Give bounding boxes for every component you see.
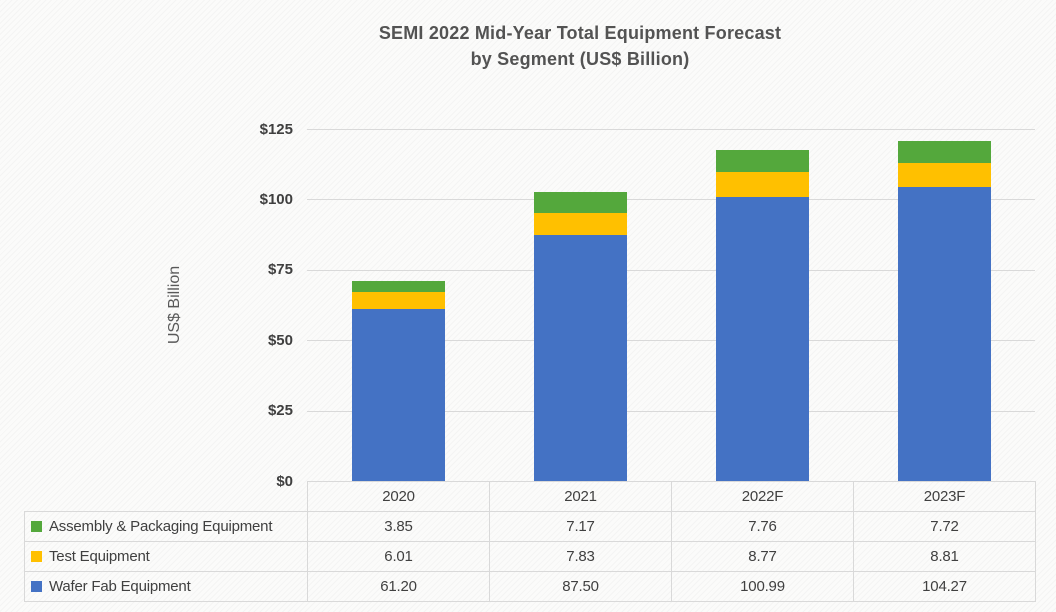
table-value-test-equipment-2020: 6.01 [307, 541, 490, 572]
bar-segment-2021-wafer-fab-equipment [533, 234, 627, 481]
legend-cell-wafer-fab-equipment: Wafer Fab Equipment [24, 571, 308, 602]
chart-title-line1: SEMI 2022 Mid-Year Total Equipment Forec… [378, 23, 782, 43]
y-tick-label-25: $25 [267, 402, 293, 420]
table-value-wafer-fab-equipment-2023f: 104.27 [853, 571, 1036, 602]
table-header-2022f: 2022F [671, 481, 854, 512]
gridline-125 [307, 129, 1035, 130]
data-table: 2020 2021 2022F 2023F Assembly & Packaging E… [24, 481, 1036, 602]
y-tick-label-100: $100 [259, 190, 293, 208]
bar-segment-2020-wafer-fab-equipment [351, 308, 445, 481]
gridline-100 [307, 199, 1035, 201]
y-tick-label-0: $0 [276, 472, 293, 490]
table-row-assembly-packaging-equipment: Assembly & Packaging Equipment 3.85 7.17 7.… [24, 511, 1036, 542]
chart-title-line2: by Segment (US$ Billion) [470, 49, 690, 69]
table-value-test-equipment-2022f: 8.77 [671, 541, 854, 572]
bar-segment-2022f-test-equipment [715, 171, 809, 197]
table-row-test-equipment: Test Equipment 6.01 7.83 8.77 8.81 [24, 541, 1036, 572]
table-value-assembly-packaging-equipment-2023f: 7.72 [853, 511, 1036, 542]
legend-swatch-assembly-packaging-equipment [31, 521, 42, 532]
table-header-2020: 2020 [307, 481, 490, 512]
legend-cell-test-equipment: Test Equipment [24, 541, 308, 572]
table-row-wafer-fab-equipment: Wafer Fab Equipment 61.20 87.50 100.99 104.2… [24, 571, 1036, 602]
table-value-wafer-fab-equipment-2021: 87.50 [489, 571, 672, 602]
legend-label-wafer-fab-equipment: Wafer Fab Equipment [49, 578, 191, 595]
bar-segment-2022f-assembly-packaging-equipment [715, 150, 809, 172]
table-value-assembly-packaging-equipment-2020: 3.85 [307, 511, 490, 542]
table-value-wafer-fab-equipment-2020: 61.20 [307, 571, 490, 602]
bar-segment-2020-assembly-packaging-equipment [351, 280, 445, 292]
y-axis-title: US$ Billion [166, 265, 183, 345]
gridline-50 [307, 340, 1035, 342]
bar-segment-2022f-wafer-fab-equipment [715, 196, 809, 481]
table-value-test-equipment-2021: 7.83 [489, 541, 672, 572]
gridline-75 [307, 269, 1035, 271]
y-tick-label-75: $75 [267, 261, 293, 279]
table-value-assembly-packaging-equipment-2022f: 7.76 [671, 511, 854, 542]
bar-segment-2020-test-equipment [351, 291, 445, 309]
legend-label-assembly-packaging-equipment: Assembly & Packaging Equipment [49, 518, 273, 535]
bar-segment-2021-assembly-packaging-equipment [533, 192, 627, 213]
bar-segment-2023f-wafer-fab-equipment [897, 187, 991, 481]
table-value-wafer-fab-equipment-2022f: 100.99 [671, 571, 854, 602]
legend-swatch-wafer-fab-equipment [31, 581, 42, 592]
bar-segment-2021-test-equipment [533, 212, 627, 235]
legend-swatch-test-equipment [31, 551, 42, 562]
legend-label-test-equipment: Test Equipment [49, 548, 150, 565]
bar-segment-2023f-assembly-packaging-equipment [897, 140, 991, 163]
legend-cell-assembly-packaging-equipment: Assembly & Packaging Equipment [24, 511, 308, 542]
y-tick-label-125: $125 [259, 120, 293, 138]
table-header-row: 2020 2021 2022F 2023F [25, 481, 1036, 512]
table-corner-blank-cell [25, 482, 308, 512]
table-value-test-equipment-2023f: 8.81 [853, 541, 1036, 572]
table-value-assembly-packaging-equipment-2021: 7.17 [489, 511, 672, 542]
table-header-2023f: 2023F [853, 481, 1036, 512]
table-header-2021: 2021 [489, 481, 672, 512]
y-tick-label-50: $50 [267, 331, 293, 349]
bar-segment-2023f-test-equipment [897, 162, 991, 188]
chart-title: SEMI 2022 Mid-Year Total Equipment Forec… [104, 20, 1056, 72]
gridline-25 [307, 410, 1035, 412]
plot-area [307, 129, 1035, 481]
